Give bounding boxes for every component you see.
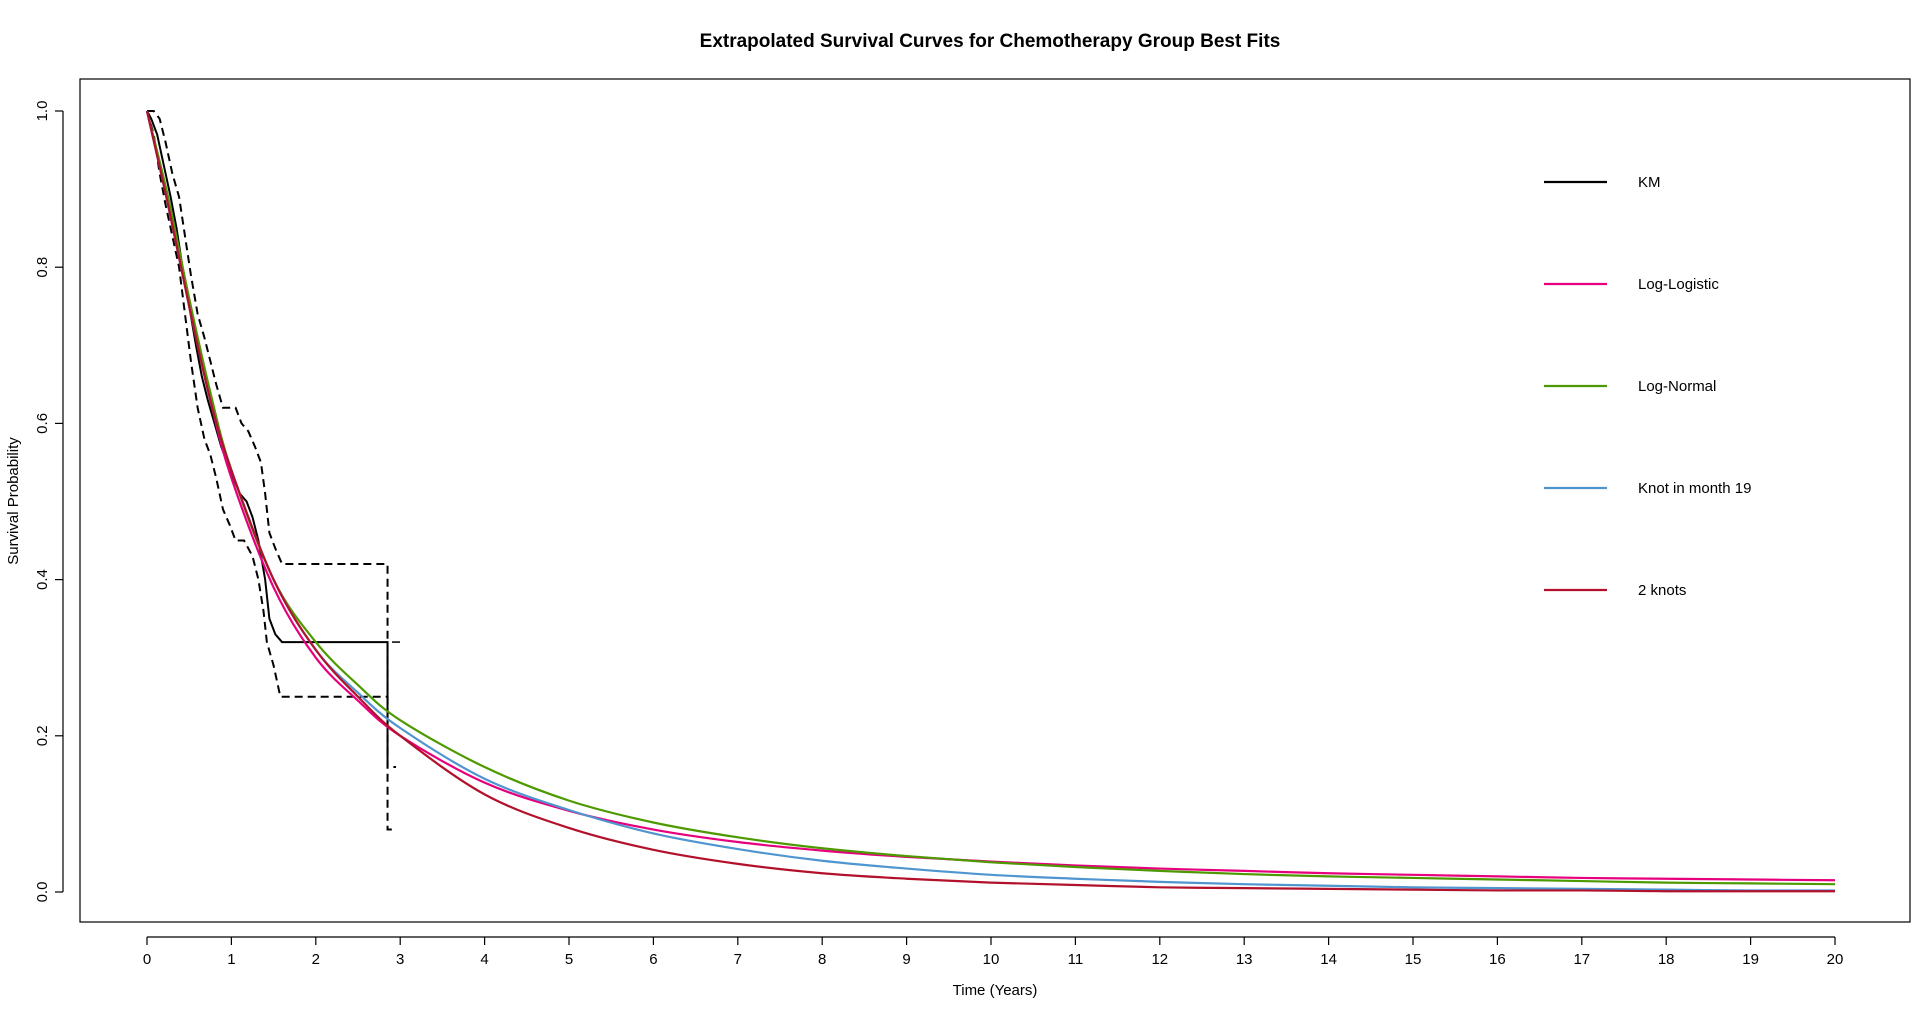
x-tick-label: 4	[480, 951, 488, 968]
x-tick-label: 5	[565, 951, 573, 968]
chart-title: Extrapolated Survival Curves for Chemoth…	[700, 31, 1281, 52]
legend: KM Log-Logistic Log-Normal Knot in month 19…	[1544, 174, 1751, 599]
x-tick-label: 9	[902, 951, 910, 968]
x-tick-label: 18	[1658, 951, 1675, 968]
km-upper-ci-line	[147, 110, 396, 831]
x-tick-label: 16	[1489, 951, 1506, 968]
x-tick-label: 11	[1068, 951, 1084, 968]
x-tick-label: 17	[1573, 951, 1590, 968]
x-tick-label: 6	[649, 951, 657, 968]
x-axis: 0 1 2 3 4 5 6 7 8 9 10 11 12 13 14 15 16 17 18 19 20	[143, 936, 1844, 968]
x-tick-label: 14	[1320, 951, 1337, 968]
x-axis-label: Time (Years)	[953, 982, 1038, 999]
y-axis: 0.0 0.2 0.4 0.6 0.8 1.0	[34, 101, 64, 903]
x-tick-label: 13	[1236, 951, 1253, 968]
series-line-2-knots	[145, 110, 1835, 893]
legend-label-2-knots: 2 knots	[1638, 582, 1686, 599]
km-estimate-line	[146, 110, 389, 768]
x-tick-label: 7	[734, 951, 742, 968]
curve-layer	[145, 110, 1836, 893]
y-tick-label: 0.8	[34, 257, 51, 278]
x-tick-label: 0	[143, 951, 151, 968]
x-tick-label: 20	[1827, 951, 1844, 968]
y-axis-label: Survival Probability	[5, 437, 22, 565]
y-tick-label: 0.2	[34, 725, 51, 746]
x-tick-label: 2	[312, 951, 320, 968]
x-tick-label: 3	[396, 951, 404, 968]
km-lower-ci-line	[146, 110, 396, 769]
legend-label-km: KM	[1638, 174, 1661, 191]
x-tick-label: 12	[1151, 951, 1168, 968]
series-line-knot-in-month-19	[145, 110, 1836, 892]
y-tick-label: 0.4	[34, 569, 51, 590]
series-line-log-logistic	[145, 110, 1836, 882]
y-tick-label: 0.6	[34, 413, 51, 434]
y-tick-label: 0.0	[34, 882, 51, 903]
legend-label-knot-in-month-19: Knot in month 19	[1638, 480, 1751, 497]
x-tick-label: 1	[227, 951, 235, 968]
legend-label-log-logistic: Log-Logistic	[1638, 276, 1719, 293]
x-tick-label: 10	[983, 951, 1000, 968]
series-line-log-normal	[145, 110, 1836, 886]
y-tick-label: 1.0	[34, 101, 51, 122]
x-tick-label: 8	[818, 951, 826, 968]
x-tick-label: 19	[1742, 951, 1759, 968]
x-tick-label: 15	[1405, 951, 1422, 968]
plot-frame	[79, 78, 1911, 923]
legend-label-log-normal: Log-Normal	[1638, 378, 1716, 395]
